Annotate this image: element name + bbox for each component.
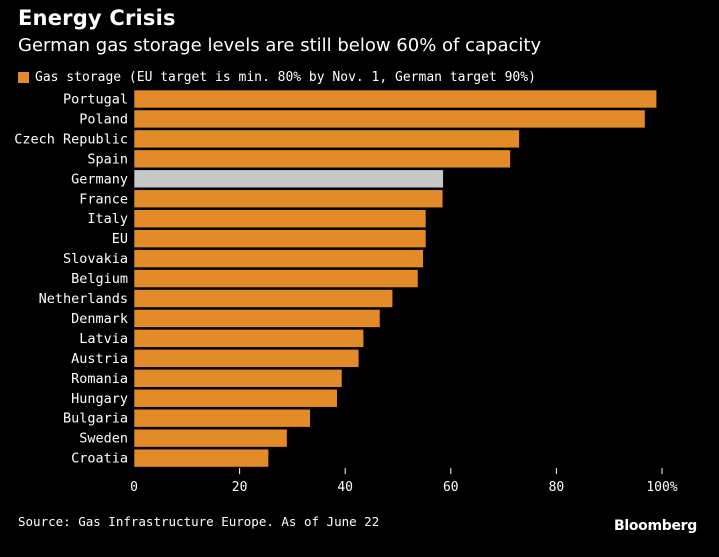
- bar-denmark: [133, 309, 381, 328]
- chart-title: Energy Crisis: [18, 6, 176, 30]
- source-note: Source: Gas Infrastructure Europe. As of…: [18, 514, 380, 529]
- category-label-eu: EU: [112, 231, 128, 247]
- category-label-germany: Germany: [71, 171, 128, 187]
- legend-swatch: [18, 72, 29, 83]
- category-label-italy: Italy: [87, 211, 128, 227]
- bar-latvia: [133, 329, 364, 348]
- category-labels-group: Portugal Poland Czech Republic Spain Germany…: [14, 92, 128, 467]
- bar-portugal: [133, 89, 658, 109]
- category-label-austria: Austria: [71, 351, 128, 367]
- bar-sweden: [133, 428, 288, 448]
- bar-belgium: [133, 269, 419, 288]
- category-label-romania: Romania: [71, 371, 128, 387]
- category-label-hungary: Hungary: [71, 391, 128, 407]
- category-label-bulgaria: Bulgaria: [63, 411, 128, 427]
- category-label-latvia: Latvia: [79, 331, 128, 347]
- category-label-spain: Spain: [87, 151, 128, 167]
- bar-poland: [133, 109, 646, 129]
- bar-bulgaria: [133, 408, 311, 428]
- x-tick-label-40: 40: [337, 480, 353, 495]
- bar-eu: [133, 229, 427, 248]
- x-axis-ticks-group: 0 20 40 60 80 100%: [130, 468, 678, 495]
- category-label-poland: Poland: [79, 111, 128, 127]
- category-label-france: France: [79, 191, 128, 207]
- x-tick-label-80: 80: [549, 480, 565, 495]
- legend-label: Gas storage (EU target is min. 80% by No…: [35, 70, 536, 85]
- category-label-belgium: Belgium: [71, 271, 128, 287]
- category-label-croatia: Croatia: [71, 451, 128, 467]
- category-label-denmark: Denmark: [71, 311, 128, 327]
- bar-austria: [133, 349, 360, 368]
- x-tick-label-60: 60: [443, 480, 459, 495]
- x-tick-label-0: 0: [130, 480, 138, 495]
- bar-romania: [133, 368, 343, 388]
- category-label-czech-republic: Czech Republic: [14, 131, 128, 147]
- category-label-netherlands: Netherlands: [39, 291, 128, 307]
- legend: Gas storage (EU target is min. 80% by No…: [18, 70, 536, 85]
- bar-france: [133, 189, 444, 209]
- bar-netherlands: [133, 289, 394, 308]
- category-label-portugal: Portugal: [63, 92, 128, 108]
- x-tick-label-100: 100%: [646, 480, 677, 495]
- x-tick-label-20: 20: [232, 480, 248, 495]
- bar-spain: [133, 149, 511, 169]
- bar-germany: [133, 169, 444, 189]
- bloomberg-logo: Bloomberg: [613, 518, 697, 534]
- category-label-slovakia: Slovakia: [63, 251, 128, 267]
- bar-slovakia: [133, 249, 424, 268]
- bar-czech-republic: [133, 129, 520, 149]
- category-label-sweden: Sweden: [79, 431, 128, 447]
- bar-italy: [133, 209, 427, 228]
- bar-croatia: [133, 448, 269, 468]
- bar-hungary: [133, 388, 338, 408]
- chart-subtitle: German gas storage levels are still belo…: [18, 35, 542, 56]
- bars-group: [133, 89, 658, 468]
